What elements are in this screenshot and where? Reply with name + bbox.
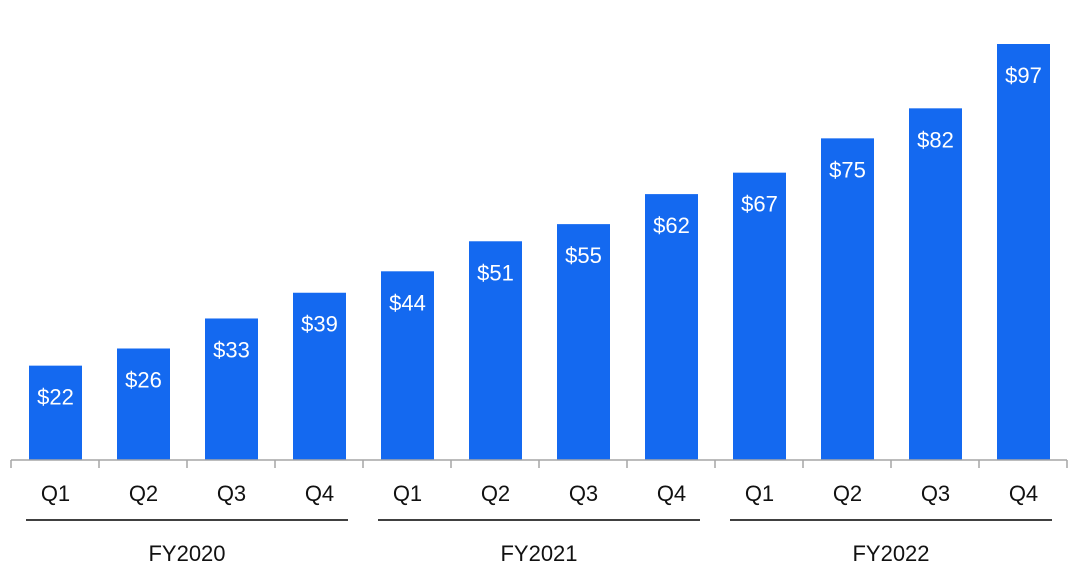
bar-7 (557, 224, 610, 460)
x-tick-label-12: Q4 (1009, 481, 1038, 506)
bar-4 (293, 292, 346, 460)
x-tick-label-4: Q4 (305, 481, 334, 506)
bar-10 (821, 138, 874, 460)
bar-9 (733, 172, 786, 460)
bar-value-label-7: $55 (565, 243, 602, 268)
x-tick-label-10: Q2 (833, 481, 862, 506)
x-tick-label-7: Q3 (569, 481, 598, 506)
bar-value-label-12: $97 (1005, 63, 1042, 88)
bar-8 (645, 194, 698, 460)
x-tick-label-9: Q1 (745, 481, 774, 506)
bar-value-label-10: $75 (829, 157, 866, 182)
x-tick-label-6: Q2 (481, 481, 510, 506)
bar-value-label-8: $62 (653, 213, 690, 238)
bar-11 (909, 108, 962, 460)
bar-3 (205, 318, 258, 460)
x-tick-label-5: Q1 (393, 481, 422, 506)
x-tick-label-1: Q1 (41, 481, 70, 506)
group-label-1: FY2020 (148, 541, 225, 566)
bar-value-label-5: $44 (389, 290, 426, 315)
x-tick-label-3: Q3 (217, 481, 246, 506)
bars: $22 $26 $33 $39 $44 $51 $55 $62 $67 $75 $82 $97 (29, 44, 1050, 460)
bar-value-label-4: $39 (301, 312, 338, 337)
x-tick-labels: Q1 Q2 Q3 Q4 Q1 Q2 Q3 Q4 Q1 Q2 Q3 Q4 (41, 481, 1038, 506)
bar-value-label-1: $22 (37, 385, 74, 410)
bar-5 (381, 271, 434, 460)
x-tick-label-11: Q3 (921, 481, 950, 506)
bar-12 (997, 44, 1050, 460)
x-axis (10, 459, 1068, 468)
bar-value-label-11: $82 (917, 127, 954, 152)
group-label-2: FY2021 (500, 541, 577, 566)
x-tick-label-2: Q2 (129, 481, 158, 506)
bar-value-label-2: $26 (125, 367, 162, 392)
bar-6 (469, 241, 522, 460)
bar-value-label-3: $33 (213, 337, 250, 362)
bar-value-label-9: $67 (741, 192, 778, 217)
group-label-3: FY2022 (852, 541, 929, 566)
x-tick-label-8: Q4 (657, 481, 686, 506)
group-labels: FY2020 FY2021 FY2022 (26, 519, 1052, 566)
bar-2 (117, 348, 170, 460)
bar-value-label-6: $51 (477, 260, 514, 285)
bar-1 (29, 365, 82, 460)
